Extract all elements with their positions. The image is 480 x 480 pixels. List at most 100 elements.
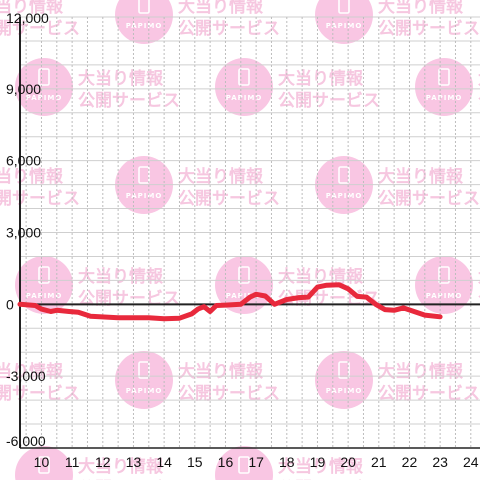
- phone-icon: [38, 266, 50, 284]
- x-tick-label: 24: [463, 454, 479, 470]
- watermark-badge-circle: [415, 256, 473, 314]
- phone-icon: [338, 166, 350, 184]
- x-tick-label: 11: [65, 454, 80, 470]
- tick-labels: 12,000 9,000 6,000 3,000 0 -3,000 -6,000 10 11 12…: [6, 10, 479, 470]
- watermark-line1: 大当り情報: [78, 68, 164, 89]
- watermark-line1: 大当り情報: [0, 0, 64, 17]
- watermark-line1: 大当り情報: [278, 456, 364, 477]
- x-tick-label: 23: [432, 454, 448, 470]
- x-tick-label: 13: [126, 454, 142, 470]
- x-tick-label: 18: [279, 454, 295, 470]
- watermark-line1: 大当り情報: [178, 166, 264, 187]
- watermark-badge-circle: [115, 351, 173, 409]
- y-tick-label: 12,000: [6, 10, 49, 26]
- watermark-line2: 公開サービス: [278, 91, 380, 111]
- x-tick-label: 10: [34, 454, 50, 470]
- x-tick-label: 17: [248, 454, 264, 470]
- watermark-badge-label: PAPIMO: [326, 22, 363, 30]
- watermark-badge-label: PAPIMO: [326, 387, 363, 395]
- watermark-line1: 大当り情報: [478, 266, 480, 287]
- watermark-badge-label: PAPIMO: [126, 22, 163, 30]
- phone-icon: [138, 166, 150, 184]
- series-line: [17, 282, 443, 322]
- watermark-line2: 公開サービス: [378, 189, 480, 209]
- watermark-badge-label: PAPIMO: [226, 292, 263, 300]
- watermark-line2: 公開サービス: [478, 289, 480, 309]
- watermark-badge-circle: [115, 0, 173, 44]
- watermark-line2: 公開サービス: [0, 189, 80, 209]
- watermark-line1: 大当り情報: [378, 361, 464, 382]
- x-tick-label: 14: [156, 454, 172, 470]
- watermark-line2: 公開サービス: [478, 91, 480, 111]
- x-tick-label: 15: [187, 454, 203, 470]
- watermark-badge-label: PAPIMO: [226, 94, 263, 102]
- y-tick-label: 9,000: [6, 81, 41, 97]
- watermark-line1: 大当り情報: [178, 361, 264, 382]
- phone-icon: [238, 456, 250, 474]
- watermark-line2: 公開サービス: [0, 384, 80, 404]
- watermark-badge-label: PAPIMO: [326, 192, 363, 200]
- watermark-line1: 大当り情報: [0, 166, 64, 187]
- axes: [19, 17, 480, 449]
- x-tick-label: 16: [218, 454, 234, 470]
- watermark-line1: 大当り情報: [78, 266, 164, 287]
- series-layer: [17, 282, 443, 322]
- watermark-line2: 公開サービス: [78, 289, 180, 309]
- watermark-badge-circle: [415, 58, 473, 116]
- watermark-line1: 大当り情報: [378, 0, 464, 17]
- watermark-line2: 公開サービス: [378, 384, 480, 404]
- watermark-line2: 公開サービス: [178, 189, 280, 209]
- phone-icon: [338, 0, 350, 14]
- y-tick-label: -6,000: [6, 433, 46, 449]
- watermark-badge-label: PAPIMO: [426, 292, 463, 300]
- phone-icon: [238, 266, 250, 284]
- watermark-line1: 大当り情報: [178, 0, 264, 17]
- watermark-badge-circle: [15, 446, 73, 480]
- watermark-badge-circle: [215, 446, 273, 480]
- phone-icon: [438, 266, 450, 284]
- y-tick-label: 0: [6, 296, 14, 312]
- phone-icon: [38, 68, 50, 86]
- y-tick-label: 3,000: [6, 225, 41, 241]
- watermark-line1: 大当り情報: [278, 266, 364, 287]
- watermark-badge-circle: [315, 351, 373, 409]
- watermark-line1: 大当り情報: [378, 166, 464, 187]
- watermark-badge-circle: [15, 58, 73, 116]
- watermark-badge-label: PAPIMO: [126, 387, 163, 395]
- watermark-line1: 大当り情報: [78, 456, 164, 477]
- watermark-line1: 大当り情報: [478, 68, 480, 89]
- watermark-badge-label: PAPIMO: [426, 94, 463, 102]
- watermark-line1: 大当り情報: [278, 68, 364, 89]
- watermark-line2: 公開サービス: [178, 19, 280, 39]
- x-tick-label: 22: [402, 454, 418, 470]
- y-tick-label: 6,000: [6, 153, 41, 169]
- y-tick-label: -3,000: [6, 368, 46, 384]
- phone-icon: [238, 68, 250, 86]
- phone-icon: [38, 456, 50, 474]
- x-tick-label: 12: [95, 454, 111, 470]
- watermark-badge-label: PAPIMO: [26, 292, 63, 300]
- phone-icon: [138, 0, 150, 14]
- phone-icon: [438, 68, 450, 86]
- x-tick-label: 21: [371, 454, 387, 470]
- watermark-badge-label: PAPIMO: [26, 94, 63, 102]
- watermark-line2: 公開サービス: [378, 19, 480, 39]
- x-tick-label: 20: [340, 454, 356, 470]
- watermark-line2: 公開サービス: [78, 91, 180, 111]
- watermark-badge-circle: [315, 0, 373, 44]
- watermark-line2: 公開サービス: [178, 384, 280, 404]
- watermark-badge-circle: [215, 256, 273, 314]
- watermark-badge-label: PAPIMO: [126, 192, 163, 200]
- x-tick-label: 19: [310, 454, 326, 470]
